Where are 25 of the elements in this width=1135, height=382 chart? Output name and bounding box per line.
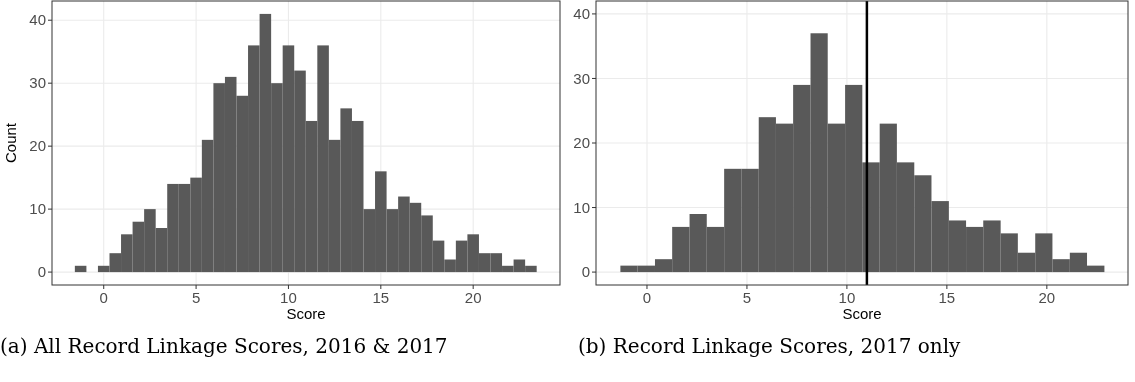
y-tick-label: 30 bbox=[29, 74, 46, 92]
x-tick-label: 15 bbox=[938, 289, 956, 306]
x-tick-label: 20 bbox=[464, 289, 482, 306]
x-tick-label: 10 bbox=[280, 289, 297, 306]
x-tick-label: 20 bbox=[1038, 289, 1056, 306]
x-tick-label: 5 bbox=[191, 289, 201, 306]
x-tick-label: 5 bbox=[742, 289, 752, 306]
y-tick-label: 0 bbox=[37, 263, 46, 281]
y-tick-label: 30 bbox=[573, 69, 590, 87]
y-tick-label: 0 bbox=[581, 263, 590, 281]
text: (b) Record Linkage Scores, 2017 only bbox=[578, 334, 962, 358]
y-tick-label: 20 bbox=[573, 134, 590, 152]
x-axis-title: Score bbox=[286, 305, 326, 322]
y-tick-label: 20 bbox=[29, 137, 46, 155]
y-tick-label: 40 bbox=[29, 11, 46, 29]
x-tick-label: 0 bbox=[642, 289, 652, 306]
x-tick-label: 15 bbox=[372, 289, 390, 306]
y-tick-label: 10 bbox=[29, 200, 46, 218]
text: (a) All Record Linkage Scores, 2016 & 2017 bbox=[0, 334, 448, 358]
y-axis-title: Count bbox=[2, 122, 19, 164]
x-tick-label: 0 bbox=[99, 289, 108, 306]
x-axis-title: Score bbox=[842, 305, 882, 322]
y-tick-label: 40 bbox=[573, 5, 590, 23]
x-tick-label: 10 bbox=[838, 289, 856, 306]
y-tick-label: 10 bbox=[573, 198, 590, 216]
